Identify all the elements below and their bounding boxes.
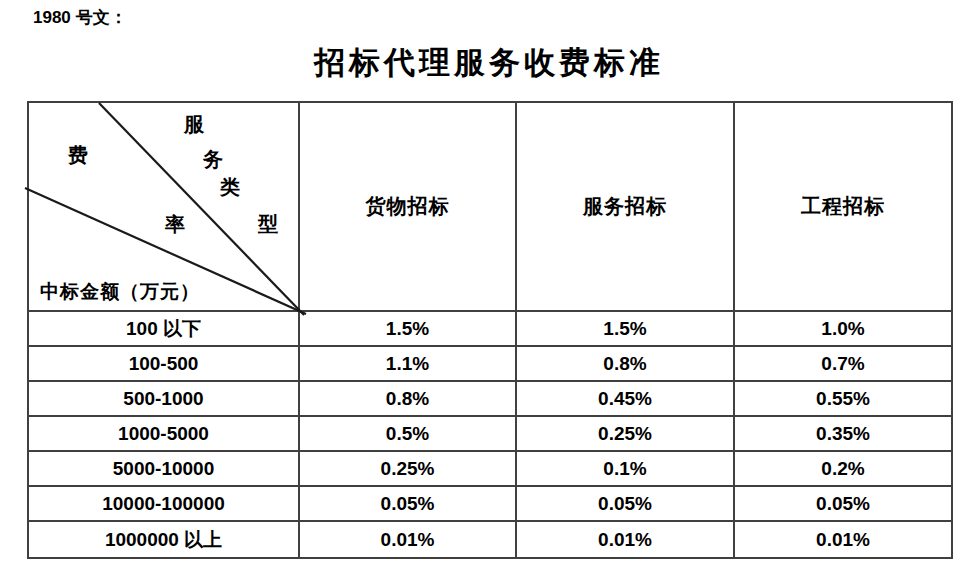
rate-cell: 0.45%: [516, 381, 734, 416]
table-row: 100-500 1.1% 0.8% 0.7%: [28, 346, 952, 381]
col-axis-char: 类: [220, 177, 240, 197]
doc-label: 号文：: [76, 8, 127, 27]
rate-cell: 0.01%: [734, 521, 952, 558]
col-axis-char: 务: [203, 149, 223, 169]
rate-cell: 0.01%: [516, 521, 734, 558]
rate-cell: 1.5%: [299, 311, 516, 346]
rate-cell: 1.5%: [516, 311, 734, 346]
rate-cell: 0.35%: [734, 416, 952, 451]
rate-cell: 0.05%: [734, 486, 952, 521]
table-row: 5000-10000 0.25% 0.1% 0.2%: [28, 451, 952, 486]
table-row: 100 以下 1.5% 1.5% 1.0%: [28, 311, 952, 346]
doc-reference: 1980 号文：: [33, 6, 127, 29]
row-axis-char: 率: [165, 214, 185, 234]
column-header-works: 工程招标: [734, 102, 952, 311]
amount-range-cell: 1000000 以上: [28, 521, 299, 558]
table-row: 1000-5000 0.5% 0.25% 0.35%: [28, 416, 952, 451]
rate-cell: 0.05%: [516, 486, 734, 521]
amount-range-cell: 5000-10000: [28, 451, 299, 486]
table-row: 500-1000 0.8% 0.45% 0.55%: [28, 381, 952, 416]
col-axis-char: 服: [184, 114, 204, 134]
amount-range-cell: 100 以下: [28, 311, 299, 346]
table-header-row: 服 务 类 型 费 率 中标金额（万元） 货物招标 服务招标 工程招标: [28, 102, 952, 311]
page-title: 招标代理服务收费标准: [27, 42, 951, 84]
rate-cell: 0.8%: [516, 346, 734, 381]
rate-cell: 0.25%: [516, 416, 734, 451]
row-axis-char: 费: [68, 145, 88, 165]
amount-range-cell: 1000-5000: [28, 416, 299, 451]
rate-cell: 0.55%: [734, 381, 952, 416]
col-axis-char: 型: [258, 214, 278, 234]
rate-cell: 0.05%: [299, 486, 516, 521]
corner-header-cell: 服 务 类 型 费 率 中标金额（万元）: [28, 102, 299, 311]
rate-cell: 0.01%: [299, 521, 516, 558]
column-header-services: 服务招标: [516, 102, 734, 311]
table-row: 10000-100000 0.05% 0.05% 0.05%: [28, 486, 952, 521]
rate-cell: 0.2%: [734, 451, 952, 486]
amount-range-cell: 500-1000: [28, 381, 299, 416]
row-axis-label: 中标金额（万元）: [40, 279, 200, 305]
rate-cell: 0.8%: [299, 381, 516, 416]
column-header-goods: 货物招标: [299, 102, 516, 311]
amount-range-cell: 10000-100000: [28, 486, 299, 521]
rate-cell: 0.5%: [299, 416, 516, 451]
rate-cell: 0.7%: [734, 346, 952, 381]
amount-range-cell: 100-500: [28, 346, 299, 381]
rate-cell: 1.0%: [734, 311, 952, 346]
doc-number: 1980: [33, 8, 71, 27]
rate-cell: 0.25%: [299, 451, 516, 486]
rate-cell: 0.1%: [516, 451, 734, 486]
fee-table: 服 务 类 型 费 率 中标金额（万元） 货物招标 服务招标 工程招标 100 …: [27, 101, 953, 559]
rate-cell: 1.1%: [299, 346, 516, 381]
table-row: 1000000 以上 0.01% 0.01% 0.01%: [28, 521, 952, 558]
